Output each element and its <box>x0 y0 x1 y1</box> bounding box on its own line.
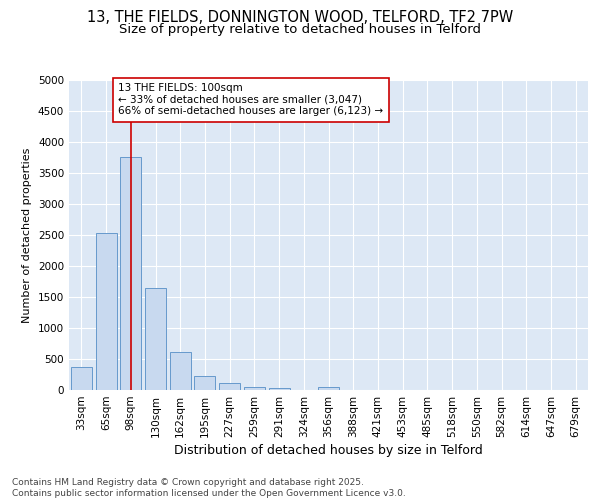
Bar <box>244 387 265 390</box>
Bar <box>318 387 339 390</box>
Bar <box>95 233 116 390</box>
Text: 13, THE FIELDS, DONNINGTON WOOD, TELFORD, TF2 7PW: 13, THE FIELDS, DONNINGTON WOOD, TELFORD… <box>87 10 513 25</box>
Bar <box>71 367 92 390</box>
Text: Contains HM Land Registry data © Crown copyright and database right 2025.
Contai: Contains HM Land Registry data © Crown c… <box>12 478 406 498</box>
Y-axis label: Number of detached properties: Number of detached properties <box>22 148 32 322</box>
Text: 13 THE FIELDS: 100sqm
← 33% of detached houses are smaller (3,047)
66% of semi-d: 13 THE FIELDS: 100sqm ← 33% of detached … <box>118 83 383 116</box>
Bar <box>170 352 191 390</box>
Bar <box>145 288 166 390</box>
Text: Size of property relative to detached houses in Telford: Size of property relative to detached ho… <box>119 22 481 36</box>
Bar <box>219 384 240 390</box>
X-axis label: Distribution of detached houses by size in Telford: Distribution of detached houses by size … <box>174 444 483 457</box>
Bar <box>120 157 141 390</box>
Bar <box>269 388 290 390</box>
Bar <box>194 376 215 390</box>
